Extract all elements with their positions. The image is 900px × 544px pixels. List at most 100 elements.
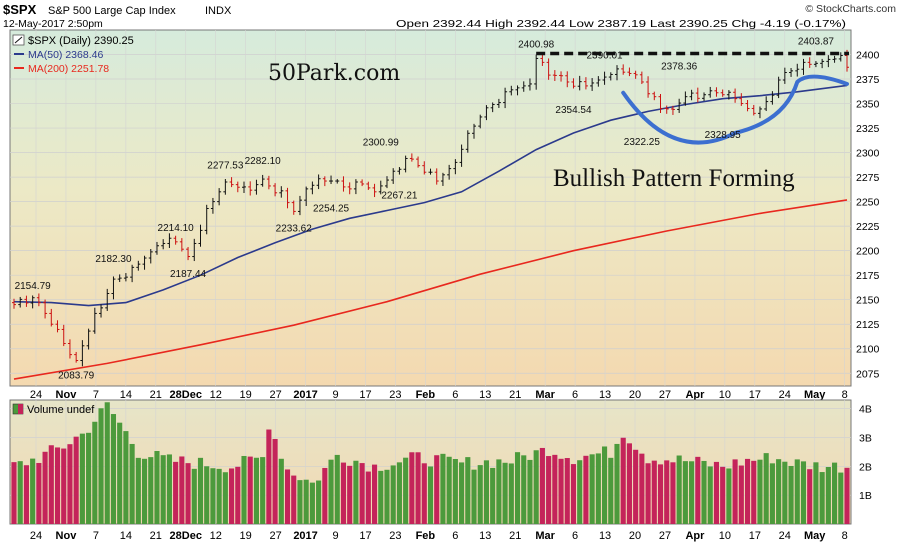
volume-bar (844, 467, 850, 524)
volume-bar (589, 454, 595, 524)
x-tick-label: 24 (30, 389, 42, 401)
volume-bar (440, 453, 446, 524)
price-tick-label: 2175 (856, 270, 880, 282)
volume-bar (682, 461, 688, 524)
price-tick-label: 2225 (856, 221, 880, 233)
volume-bar (266, 429, 272, 524)
volume-bar (608, 457, 614, 524)
ma50-path (13, 84, 848, 307)
volume-bar (533, 450, 539, 524)
volume-bar (291, 475, 297, 524)
price-label: 2154.79 (15, 281, 52, 292)
volume-bar (179, 456, 185, 524)
volume-bar (54, 447, 61, 524)
datetime: 12-May-2017 2:50pm (3, 18, 103, 30)
volume-bar (104, 402, 110, 524)
volume-x-tick-label: 20 (629, 530, 641, 542)
volume-bar (384, 469, 390, 524)
price-tick-label: 2150 (856, 295, 880, 307)
price-tick-label: 2325 (856, 123, 880, 135)
volume-bar (210, 468, 216, 524)
volume-bar (639, 453, 645, 524)
volume-bar (626, 443, 632, 524)
volume-bar (483, 460, 490, 524)
volume-bar (664, 460, 670, 524)
price-tick-label: 2275 (856, 172, 880, 184)
price-annotations: 2154.79 2083.79 2182.30 2214.10 2187.44 2277.… (15, 37, 835, 382)
volume-bar (160, 455, 166, 524)
volume-bar (670, 462, 676, 524)
volume-bar (446, 456, 452, 524)
x-tick-label: May (804, 389, 826, 401)
volume-bar (110, 414, 117, 524)
volume-x-tick-label: 9 (332, 530, 338, 542)
legend-volume: Volume undef (27, 404, 95, 416)
volume-y-axis: 4B 3B 2B 1B (859, 404, 872, 503)
price-tick-label: 2250 (856, 197, 880, 209)
volume-bar (216, 468, 222, 524)
x-tick-label: 24 (779, 389, 791, 401)
x-tick-label: 13 (479, 389, 491, 401)
volume-bar (676, 455, 682, 524)
volume-tick-label: 2B (859, 461, 872, 473)
volume-bar (732, 459, 738, 524)
volume-bar (359, 463, 365, 524)
legend-volume-swatch-down (18, 404, 23, 414)
volume-bar (564, 458, 570, 524)
volume-x-tick-label: 19 (240, 530, 252, 542)
volume-x-tick-label: 13 (599, 530, 611, 542)
volume-bar (328, 459, 334, 524)
volume-bar (832, 462, 838, 524)
volume-bar (713, 461, 720, 524)
price-label: 2083.79 (58, 371, 95, 382)
volume-x-tick-label: 2017 (293, 530, 317, 542)
volume-bar (707, 466, 713, 524)
volume-bar (365, 471, 371, 524)
volume-legend: Volume undef (12, 403, 95, 416)
volume-x-tick-label: 24 (30, 530, 42, 542)
volume-bar (403, 457, 409, 524)
index-name: S&P 500 Large Cap Index (48, 5, 176, 17)
x-tick-label: 19 (240, 389, 252, 401)
x-tick-label: 10 (719, 389, 731, 401)
volume-bar (738, 465, 744, 524)
price-label: 2254.25 (313, 203, 350, 214)
volume-bar (340, 462, 347, 524)
volume-x-tick-label: 7 (93, 530, 99, 542)
volume-bar (117, 422, 123, 524)
exchange: INDX (205, 5, 232, 17)
volume-bar (260, 457, 266, 524)
symbol: $SPX (3, 2, 37, 17)
x-tick-label: Feb (416, 389, 436, 401)
volume-tick-label: 3B (859, 432, 872, 444)
x-tick-label: 9 (332, 389, 338, 401)
volume-bar (819, 472, 825, 524)
price-label: 2390.01 (586, 50, 623, 61)
price-label: 2187.44 (170, 269, 207, 280)
volume-bar (73, 436, 79, 524)
volume-bar (695, 456, 701, 524)
price-tick-label: 2400 (856, 50, 880, 62)
volume-x-tick-label: 17 (359, 530, 371, 542)
ohlc-readout: Open 2392.44 High 2392.44 Low 2387.19 La… (396, 18, 846, 30)
volume-bar (98, 408, 104, 524)
volume-bar (744, 458, 751, 524)
volume-bar (583, 455, 589, 524)
volume-x-tick-label: May (804, 530, 826, 542)
volume-bar (17, 461, 23, 524)
volume-bar (284, 469, 291, 524)
volume-bar (527, 459, 533, 524)
legend-price-glyph (14, 36, 23, 44)
volume-bar (459, 462, 465, 524)
volume-bar (79, 433, 85, 524)
volume-x-tick-label: 6 (572, 530, 578, 542)
volume-bar (508, 463, 514, 524)
volume-bar (303, 479, 309, 524)
volume-bar (595, 453, 601, 524)
volume-bar (135, 457, 141, 524)
volume-bar (316, 480, 322, 524)
volume-bar (776, 459, 782, 524)
volume-bar (148, 457, 154, 524)
volume-bar (278, 458, 284, 524)
volume-bar (241, 455, 247, 524)
